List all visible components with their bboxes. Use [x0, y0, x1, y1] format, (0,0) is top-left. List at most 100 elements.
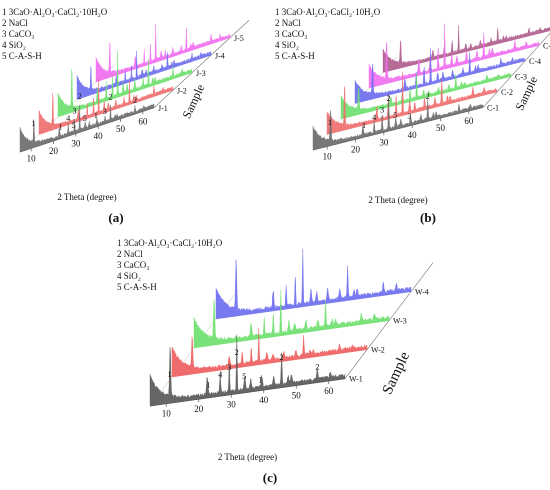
peak-annotation: 5	[242, 372, 246, 381]
legend-entry: 3 CaCO₃	[117, 260, 149, 270]
series-area-C-4	[354, 48, 526, 104]
series-area-C-2	[326, 71, 498, 135]
x-tick-label: 60	[464, 116, 474, 126]
x-axis-label: 2 Theta (degree)	[57, 192, 116, 202]
series-label: C-2	[501, 88, 513, 97]
legend-entry: 2 NaCl	[117, 249, 143, 259]
x-tick-label: 50	[292, 391, 302, 401]
legend-entry: 2 NaCl	[275, 18, 301, 28]
x-tick-label: 40	[408, 130, 418, 140]
x-axis-label: 2 Theta (degree)	[218, 452, 277, 462]
x-tick-label: 20	[194, 404, 204, 414]
peak-annotation: 2	[280, 353, 284, 362]
x-tick-label: 10	[323, 151, 333, 161]
peak-annotation: 1	[259, 376, 263, 385]
legend-entry: 3 CaCO₃	[2, 29, 34, 39]
depth-axis-line	[153, 20, 250, 109]
x-tick-label: 60	[324, 386, 334, 396]
series-label: C-3	[515, 73, 527, 82]
x-tick-label: 30	[227, 400, 237, 410]
peak-annotation: 2	[315, 362, 319, 371]
x-tick-label: 10	[27, 153, 37, 163]
peak-annotation: 2	[387, 94, 391, 103]
panel-c: W-4 W-3 W-2 W-1 10 20 30 40 50 60 2 Theta (degree)…	[117, 238, 434, 462]
series-area-C-1	[312, 94, 484, 151]
series-label: C-4	[529, 57, 541, 66]
series-area-W-3	[193, 289, 390, 349]
peak-annotation: 5	[72, 121, 76, 130]
x-tick-label: 30	[71, 139, 81, 149]
series-label: J-2	[177, 86, 187, 95]
series-area-W-1	[149, 334, 346, 407]
peak-annotation: 5	[83, 114, 87, 123]
peak-annotation: 1	[207, 380, 211, 389]
peak-annotation: 4	[218, 371, 222, 380]
series-label: W-1	[349, 375, 363, 384]
x-axis-label: 2 Theta (degree)	[368, 195, 427, 205]
series-area-J-3	[57, 50, 193, 118]
figure-label-a: (a)	[108, 210, 123, 225]
peak-annotation: 4	[372, 113, 376, 122]
peak-annotation: 4	[66, 114, 70, 123]
x-tick-label: 50	[436, 123, 446, 133]
series-area-J-4	[76, 50, 212, 100]
series-label: J-3	[196, 69, 206, 78]
peak-annotation: 2	[78, 92, 82, 101]
figure-label-b: (b)	[420, 210, 436, 225]
legend-entry: 1 3CaO·Al₂O₃·CaCl₂·10H₂O	[117, 238, 223, 248]
peak-annotation: 5	[393, 111, 397, 120]
series-area-C-5	[368, 23, 540, 89]
peak-annotation: 3	[72, 106, 76, 115]
series-label: J-1	[158, 104, 168, 113]
peak-annotation: 3	[380, 106, 384, 115]
legend-entry: 5 C-A-S-H	[2, 51, 42, 61]
series-label: C-5	[543, 42, 550, 51]
peak-annotation: 1	[168, 370, 172, 379]
series-area-J-2	[38, 77, 174, 135]
legend-entry: 4 SiO₂	[117, 271, 141, 281]
peak-annotation: 1	[362, 121, 366, 130]
x-tick-label: 50	[116, 124, 126, 134]
legend-entry: 1 3CaO·Al₂O₃·CaCl₂·10H₂O	[2, 7, 108, 17]
series-label: W-2	[371, 346, 385, 355]
legend-entry: 3 CaCO₃	[275, 29, 307, 39]
legend-entry: 5 C-A-S-H	[117, 282, 157, 292]
panel-a: J-5 J-4 J-3 J-2 J-1 10 20 30 40 50 60 2 Theta (degr…	[2, 7, 250, 202]
peak-annotation: 3	[407, 112, 411, 121]
series-label: J-5	[234, 34, 244, 43]
x-tick-label: 60	[138, 116, 148, 126]
peak-annotation: 1	[328, 118, 332, 127]
series-label: W-3	[393, 317, 407, 326]
peak-annotation: 2	[133, 96, 137, 105]
peak-annotation: 3	[103, 107, 107, 116]
legend-entry: 2 NaCl	[2, 18, 28, 28]
x-tick-label: 20	[49, 146, 59, 156]
peak-annotation: 1	[58, 122, 62, 131]
figure-label-c: (c)	[263, 470, 277, 485]
x-tick-label: 40	[94, 131, 104, 141]
x-tick-label: 30	[379, 137, 389, 147]
legend-entry: 4 SiO₂	[275, 40, 299, 50]
series-area-C-3	[340, 72, 512, 120]
peak-annotation: 2	[108, 92, 112, 101]
x-tick-label: 40	[259, 395, 269, 405]
series-label: C-1	[487, 104, 499, 113]
series-area-W-2	[171, 327, 368, 378]
series-label: J-4	[215, 51, 225, 60]
peak-annotation: 1	[31, 119, 35, 128]
series-label: W-4	[415, 288, 429, 297]
series-area-W-4	[215, 248, 412, 320]
peak-annotation: 3	[227, 363, 231, 372]
x-tick-label: 10	[162, 409, 172, 419]
legend-entry: 4 SiO₂	[2, 40, 26, 50]
legend-entry: 5 C-A-S-H	[275, 51, 315, 61]
peak-annotation: 1	[94, 111, 98, 120]
legend-entry: 1 3CaO·Al₂O₃·CaCl₂·10H₂O	[275, 7, 381, 17]
peak-annotation: 2	[235, 348, 239, 357]
depth-axis-label: Sample	[380, 349, 414, 397]
x-tick-label: 20	[351, 144, 361, 154]
peak-annotation: 2	[426, 92, 430, 101]
series-area-C-6	[382, 25, 550, 73]
